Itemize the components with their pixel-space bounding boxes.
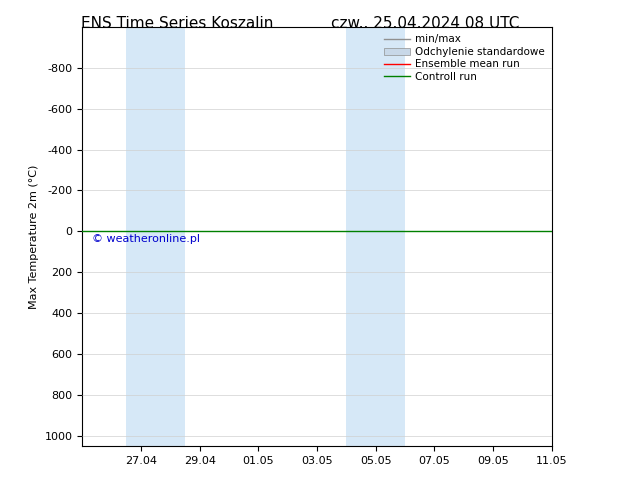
Text: czw.. 25.04.2024 08 UTC: czw.. 25.04.2024 08 UTC [330,16,519,31]
Text: © weatheronline.pl: © weatheronline.pl [92,234,200,245]
Text: ENS Time Series Koszalin: ENS Time Series Koszalin [81,16,274,31]
Y-axis label: Max Temperature 2m (°C): Max Temperature 2m (°C) [29,164,39,309]
Bar [126,27,185,446]
Legend: min/max, Odchylenie standardowe, Ensemble mean run, Controll run: min/max, Odchylenie standardowe, Ensembl… [382,32,547,84]
Bar [346,27,405,446]
